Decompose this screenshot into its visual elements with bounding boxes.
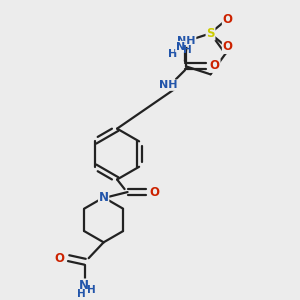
Text: NH: NH (159, 80, 178, 90)
Text: O: O (223, 14, 232, 26)
Text: S: S (206, 27, 215, 40)
Text: H: H (168, 50, 177, 59)
Text: NH: NH (177, 36, 196, 46)
Text: N: N (99, 191, 109, 204)
Text: N: N (79, 279, 88, 292)
Text: H: H (77, 289, 86, 299)
Text: O: O (149, 186, 160, 199)
Text: H: H (183, 45, 192, 55)
Text: O: O (210, 59, 220, 72)
Text: O: O (223, 40, 232, 53)
Text: H: H (87, 285, 95, 295)
Text: N: N (176, 42, 185, 52)
Text: O: O (54, 252, 64, 265)
